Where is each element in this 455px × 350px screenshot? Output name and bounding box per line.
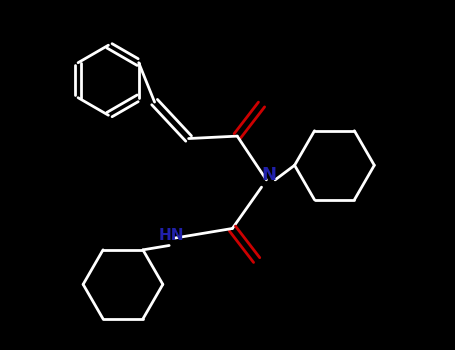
Text: HN: HN	[159, 228, 184, 243]
Text: N: N	[261, 166, 276, 184]
